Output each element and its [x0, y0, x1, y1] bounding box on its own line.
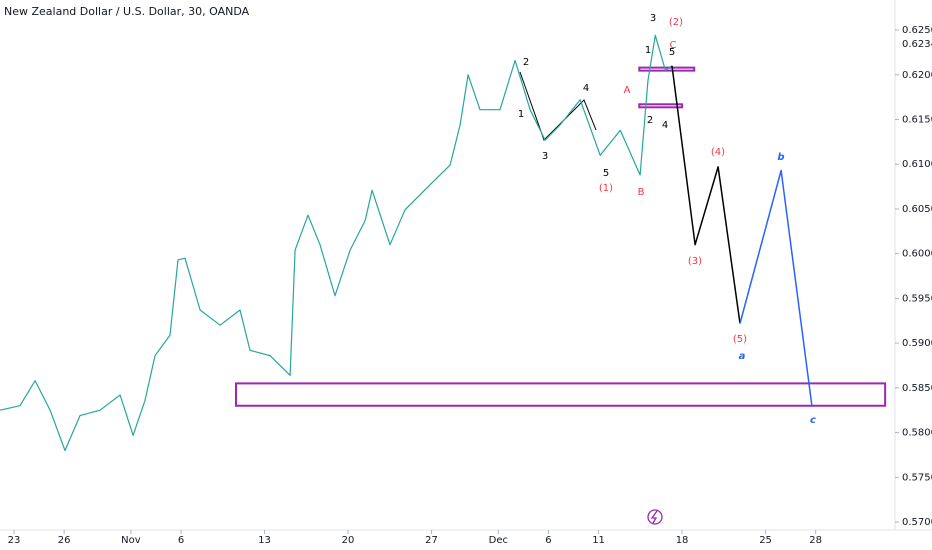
x-tick-label: 13 [258, 535, 271, 546]
wave-label: c [810, 415, 816, 426]
y-tick-label: 0.62000 [902, 70, 932, 81]
icon-bolt[interactable] [650, 510, 658, 524]
y-tick-label: 0.60500 [902, 204, 932, 215]
x-tick-label: 27 [425, 535, 438, 546]
x-tick-label: 28 [809, 535, 822, 546]
y-tick-label: 0.62500 [902, 25, 932, 36]
y-tick-label: 0.58500 [902, 383, 932, 394]
x-tick-label: 25 [759, 535, 772, 546]
wave-label: b [777, 152, 784, 163]
last-price-label: 0.62343 [902, 39, 932, 50]
wave-label: a [739, 351, 746, 362]
icon-circle[interactable] [647, 509, 663, 525]
wave-label: 3 [542, 151, 548, 162]
wave-label: 3 [650, 13, 656, 24]
x-tick-label: 6 [545, 535, 551, 546]
x-tick-label: Nov [121, 535, 141, 546]
wave-label: (4) [711, 147, 725, 158]
wave-label: 4 [583, 83, 589, 94]
x-tick-label: 23 [8, 535, 21, 546]
y-tick-label: 0.60000 [902, 249, 932, 260]
price-line [0, 34, 673, 452]
y-tick-label: 0.59500 [902, 293, 932, 304]
x-tick-label: 6 [178, 535, 184, 546]
y-tick-label: 0.57500 [902, 472, 932, 483]
wave-label: 5 [669, 47, 675, 58]
x-tick-label: 18 [676, 535, 689, 546]
price-line [739, 169, 813, 407]
y-tick-label: 0.59000 [902, 338, 932, 349]
replay-icon[interactable] [647, 509, 663, 525]
wave-label: 2 [647, 115, 653, 126]
zone [638, 103, 684, 109]
wave-label: 2 [523, 57, 529, 68]
wave-label: 1 [645, 45, 651, 56]
x-tick-label: 26 [58, 535, 71, 546]
y-tick-label: 0.61500 [902, 115, 932, 126]
wave-label: 4 [662, 120, 668, 131]
wave-label: B [638, 187, 645, 198]
x-tick-label: Dec [489, 535, 508, 546]
y-tick-label: 0.58000 [902, 428, 932, 439]
zone [234, 382, 887, 407]
wave-label: (3) [688, 256, 702, 267]
chart-title: New Zealand Dollar / U.S. Dollar, 30, OA… [4, 5, 250, 18]
price-line [671, 65, 741, 324]
zone [638, 66, 696, 72]
wave-label: A [624, 85, 631, 96]
y-tick-label: 0.57000 [902, 517, 932, 528]
wave-label: (5) [733, 334, 747, 345]
x-tick-label: 11 [592, 535, 605, 546]
x-tick-label: 20 [342, 535, 355, 546]
wave-label: (2) [669, 17, 683, 28]
wave-label: 1 [518, 109, 524, 120]
wave-label: 5 [603, 168, 609, 179]
wave-label: C [670, 40, 677, 51]
wave-label: (1) [599, 183, 613, 194]
y-tick-label: 0.61000 [902, 159, 932, 170]
